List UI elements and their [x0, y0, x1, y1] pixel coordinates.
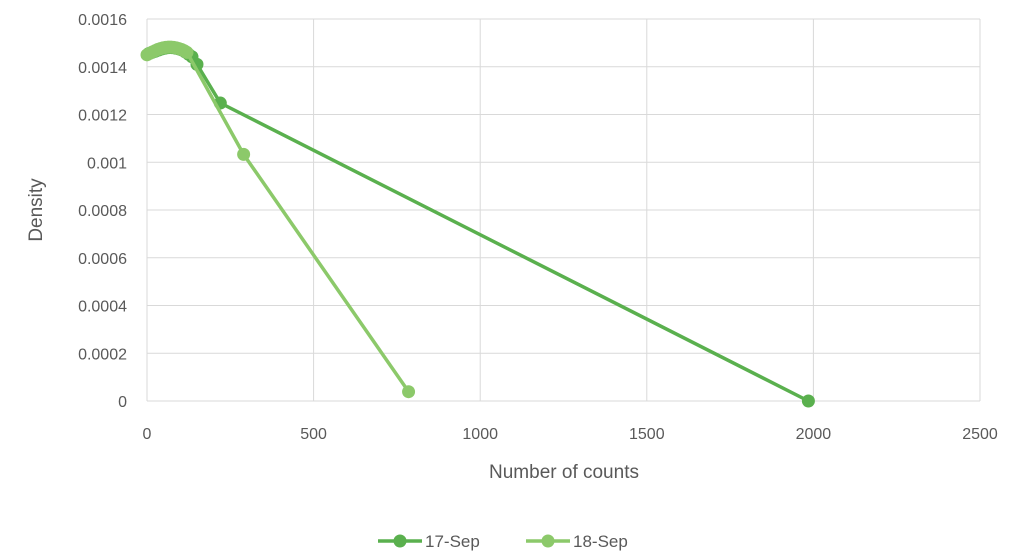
legend-swatch-marker: [541, 534, 555, 548]
legend-label: 18-Sep: [573, 532, 628, 551]
y-tick-label: 0.0004: [78, 299, 127, 316]
y-axis-ticks: 0 0.0002 0.0004 0.0006 0.0008 0.001 0.0012 0.00…: [78, 12, 127, 411]
legend-swatch-marker: [393, 534, 407, 548]
data-point: [801, 394, 815, 408]
y-axis-title: Density: [26, 178, 47, 242]
series-18-Sep: [140, 40, 416, 399]
y-tick-label: 0.0008: [78, 203, 127, 220]
y-tick-label: 0.0006: [78, 251, 127, 268]
series-line: [146, 45, 811, 403]
data-point: [402, 385, 416, 399]
x-tick-label: 1000: [462, 426, 498, 443]
y-tick-label: 0.0016: [78, 12, 127, 29]
y-tick-label: 0: [118, 394, 127, 411]
x-tick-label: 0: [143, 426, 152, 443]
y-tick-label: 0.0014: [78, 60, 127, 77]
legend-item: 17-Sep: [378, 532, 480, 551]
x-tick-label: 2500: [962, 426, 998, 443]
y-tick-label: 0.0002: [78, 346, 127, 363]
data-point: [180, 45, 194, 59]
series-line: [145, 45, 411, 394]
y-tick-label: 0.0012: [78, 108, 127, 125]
x-axis-ticks: 0 500 1000 1500 2000 2500: [143, 426, 998, 443]
series-17-Sep: [142, 41, 815, 408]
gridlines: [146, 18, 981, 402]
x-tick-label: 2000: [796, 426, 832, 443]
legend-label: 17-Sep: [425, 532, 480, 551]
plot-area: [140, 40, 815, 408]
x-tick-label: 1500: [629, 426, 665, 443]
x-tick-label: 500: [300, 426, 327, 443]
data-point: [237, 147, 251, 161]
legend-item: 18-Sep: [526, 532, 628, 551]
y-tick-label: 0.001: [87, 155, 127, 172]
x-axis-title: Number of counts: [489, 462, 639, 483]
legend: 17-Sep 18-Sep: [378, 532, 628, 551]
